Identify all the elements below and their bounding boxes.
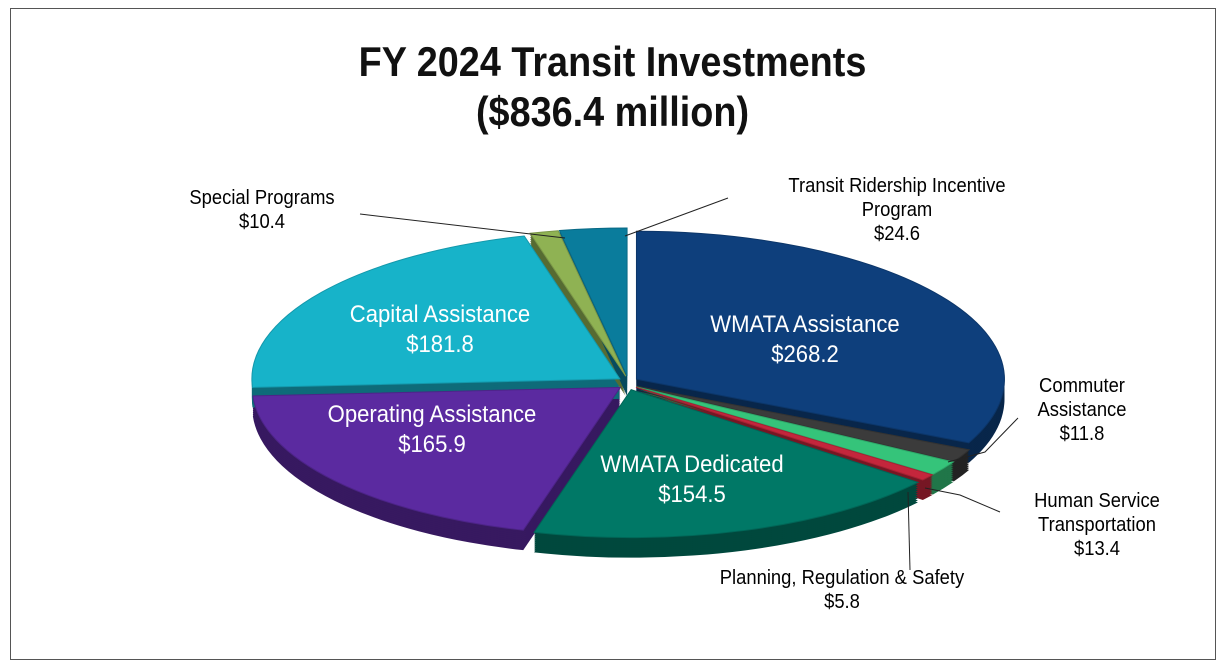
value-label: $24.6: [873, 223, 921, 245]
value-label: $5.8: [824, 591, 860, 613]
value-label: $11.8: [1059, 423, 1105, 445]
slice: [635, 230, 1005, 444]
slice: [533, 389, 920, 539]
value-label: $181.8: [406, 331, 474, 358]
slice-label: Operating Assistance $165.9: [285, 400, 579, 460]
value-label: $154.5: [658, 481, 726, 508]
chart-title: FY 2024 Transit Investments: [358, 38, 867, 85]
frame: [10, 8, 1216, 660]
slice-side: [530, 238, 626, 385]
slice: [636, 386, 955, 475]
chart-subtitle: ($836.4 million): [475, 88, 750, 135]
value-label: $268.2: [771, 341, 839, 368]
slice-side: [530, 236, 626, 383]
value-label: $13.4: [1073, 538, 1121, 560]
category-label: Special Programs: [189, 187, 335, 209]
slice: [251, 235, 621, 388]
slice-label: Human Service Transportation $13.4: [1010, 489, 1185, 561]
leader-line: [907, 491, 911, 571]
category-label: Transit Ridership Incentive Program: [788, 175, 1006, 221]
leader-line: [359, 213, 566, 239]
leader-line: [624, 197, 729, 237]
category-label: Operating Assistance: [327, 401, 537, 428]
slice-label: WMATA Dedicated $154.5: [545, 450, 839, 510]
value-label: $10.4: [238, 211, 286, 233]
slice-label: Special Programs $10.4: [142, 186, 381, 234]
slice: [636, 385, 971, 462]
value-label: $165.9: [398, 431, 466, 458]
category-label: Human Service Transportation: [1034, 490, 1160, 536]
category-label: WMATA Dedicated: [600, 451, 784, 478]
category-label: Capital Assistance: [349, 301, 531, 328]
slice: [529, 230, 627, 377]
slice-label: Capital Assistance $181.8: [293, 300, 587, 360]
slice-label: Planning, Regulation & Safety $5.8: [676, 566, 1007, 614]
slice: [635, 386, 934, 481]
slice-label: Transit Ridership Incentive Program $24.6: [754, 174, 1039, 246]
slice: [558, 227, 628, 377]
slice-label: Commuter Assistance $11.8: [1022, 374, 1142, 446]
slice: [252, 386, 622, 531]
leader-line: [924, 487, 1001, 513]
category-label: Commuter Assistance: [1037, 375, 1127, 421]
slice-side: [530, 234, 626, 381]
slice-side: [530, 240, 626, 387]
category-label: WMATA Assistance: [710, 311, 900, 338]
category-label: Planning, Regulation & Safety: [719, 567, 965, 589]
slice-label: WMATA Assistance $268.2: [658, 310, 952, 370]
leader-line: [947, 417, 1019, 463]
